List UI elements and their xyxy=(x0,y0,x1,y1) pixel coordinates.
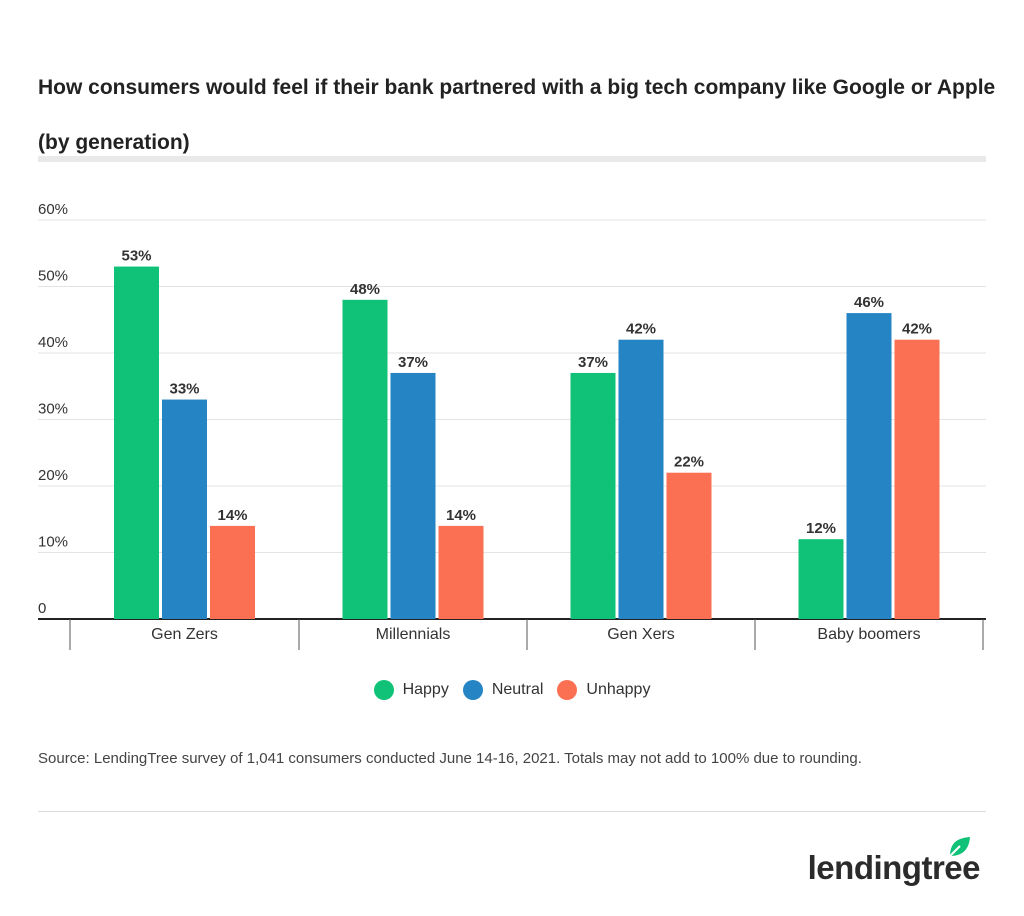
legend-item-neutral: Neutral xyxy=(462,680,544,700)
legend-swatch-happy xyxy=(373,680,394,700)
data-label: 12% xyxy=(806,520,836,537)
y-tick-label: 60% xyxy=(38,201,68,218)
data-label: 42% xyxy=(626,321,656,338)
data-label: 37% xyxy=(398,354,428,371)
x-tick-label: Gen Xers xyxy=(607,626,675,643)
legend: Happy Neutral Unhappy xyxy=(0,680,1024,700)
x-tick-label: Millennials xyxy=(376,626,451,643)
legend-label-happy: Happy xyxy=(402,681,449,698)
x-tick-label: Gen Zers xyxy=(151,626,218,643)
lendingtree-logo: lendingtree xyxy=(808,837,981,888)
bar-unhappy-millennials xyxy=(438,525,484,619)
y-tick-label: 20% xyxy=(38,467,68,484)
chart-title: How consumers would feel if their bank p… xyxy=(38,76,996,154)
bar-happy-millennials xyxy=(342,299,388,619)
y-tick-label: 0 xyxy=(38,600,46,617)
bar-neutral-gen-zers xyxy=(162,399,207,619)
bar-neutral-baby-boomers xyxy=(846,313,892,619)
bar-chart: 0 10% 20% 30% 40% 50% 60% 53% 33% 14% Gen Zers 48% 3… xyxy=(38,201,986,650)
data-label: 53% xyxy=(121,248,151,265)
data-label: 37% xyxy=(578,354,608,371)
data-label: 14% xyxy=(446,507,476,524)
bar-happy-gen-zers xyxy=(114,266,159,619)
legend-swatch-unhappy xyxy=(557,680,578,700)
legend-label-unhappy: Unhappy xyxy=(586,681,651,698)
leaf-icon xyxy=(949,837,970,857)
data-label: 42% xyxy=(902,321,932,338)
data-label: 33% xyxy=(169,381,199,398)
data-label: 46% xyxy=(854,294,884,311)
data-label: 22% xyxy=(674,454,704,471)
legend-item-happy: Happy xyxy=(373,680,449,700)
y-tick-label: 10% xyxy=(38,534,68,551)
legend-label-neutral: Neutral xyxy=(491,681,544,698)
bar-unhappy-gen-zers xyxy=(210,525,255,619)
data-label: 48% xyxy=(350,281,380,298)
bar-happy-gen-xers xyxy=(570,372,616,619)
bar-unhappy-gen-xers xyxy=(666,472,712,619)
y-tick-label: 40% xyxy=(38,334,68,351)
data-label: 14% xyxy=(217,507,247,524)
legend-item-unhappy: Unhappy xyxy=(557,680,650,700)
legend-swatch-neutral xyxy=(462,680,483,700)
source-note: Source: LendingTree survey of 1,041 cons… xyxy=(38,750,862,767)
footer-divider xyxy=(38,811,986,812)
y-tick-label: 30% xyxy=(38,401,68,418)
bar-neutral-gen-xers xyxy=(618,339,664,619)
bar-happy-baby-boomers xyxy=(798,539,844,619)
bar-neutral-millennials xyxy=(390,372,436,619)
bar-unhappy-baby-boomers xyxy=(894,339,940,619)
title-divider xyxy=(38,156,986,162)
y-tick-label: 50% xyxy=(38,268,68,285)
x-tick-label: Baby boomers xyxy=(817,626,920,643)
